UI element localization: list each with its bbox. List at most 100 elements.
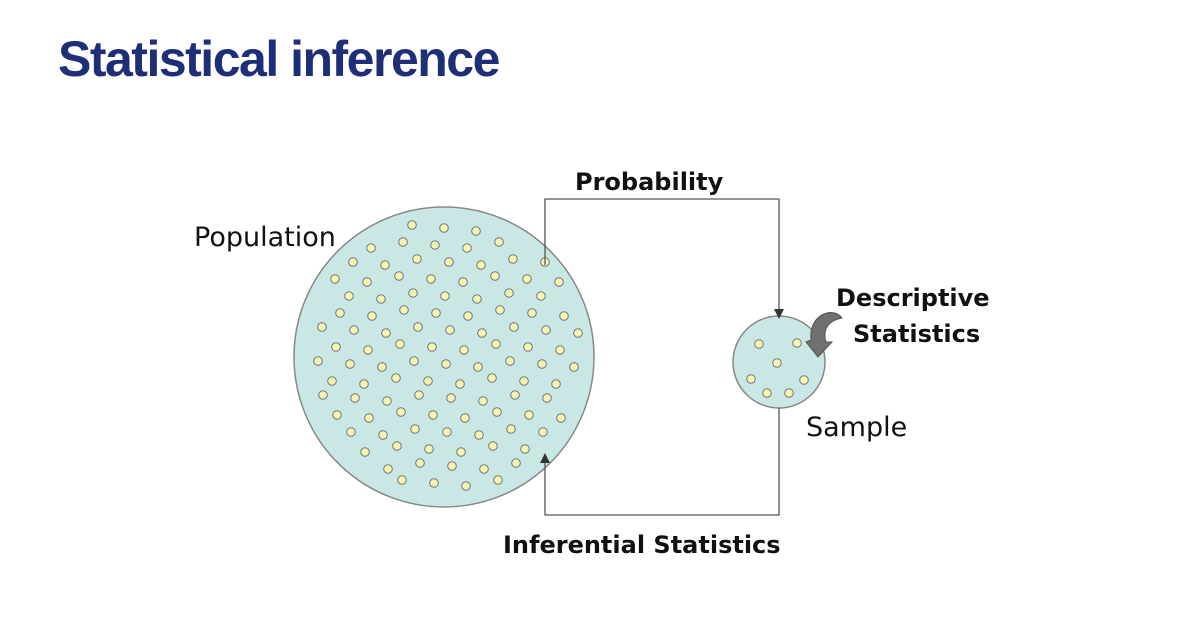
population-dot xyxy=(523,342,533,352)
population-dot xyxy=(442,427,452,437)
population-dot xyxy=(394,271,404,281)
population-dot xyxy=(367,311,377,321)
population-dot xyxy=(479,464,489,474)
population-dot xyxy=(522,274,532,284)
population-dot xyxy=(573,328,583,338)
population-dot xyxy=(344,291,354,301)
population-dot xyxy=(492,407,502,417)
population-dot xyxy=(332,410,342,420)
population-dot xyxy=(346,427,356,437)
population-dot xyxy=(506,424,516,434)
population-dot xyxy=(362,277,372,287)
population-dot xyxy=(439,223,449,233)
population-dot xyxy=(487,373,497,383)
probability-label: Probability xyxy=(575,168,724,196)
sample-dot xyxy=(799,375,809,385)
population-dot xyxy=(477,328,487,338)
sample-dot xyxy=(784,388,794,398)
population-dot xyxy=(349,325,359,335)
population-dot xyxy=(441,359,451,369)
sample-dot xyxy=(772,358,782,368)
population-dot xyxy=(317,322,327,332)
population-dot xyxy=(474,430,484,440)
population-dot xyxy=(511,458,521,468)
population-dot xyxy=(327,376,337,386)
population-dot xyxy=(335,308,345,318)
population-dot xyxy=(495,305,505,315)
population-dot xyxy=(364,413,374,423)
population-dot xyxy=(527,308,537,318)
population-dot xyxy=(366,243,376,253)
population-dot xyxy=(505,356,515,366)
population-dot xyxy=(424,444,434,454)
population-dot xyxy=(458,277,468,287)
population-dot xyxy=(460,413,470,423)
population-dots xyxy=(313,220,583,491)
population-dot xyxy=(391,373,401,383)
descriptive-label-line2: Statistics xyxy=(853,320,980,348)
population-dot xyxy=(383,464,393,474)
sample-label: Sample xyxy=(806,412,907,443)
population-dot xyxy=(331,342,341,352)
population-dot xyxy=(490,271,500,281)
population-dot xyxy=(382,396,392,406)
population-dot xyxy=(396,407,406,417)
population-dot xyxy=(440,291,450,301)
population-dot xyxy=(378,430,388,440)
population-dot xyxy=(463,311,473,321)
population-dot xyxy=(413,322,423,332)
population-dot xyxy=(395,339,405,349)
population-dot xyxy=(363,345,373,355)
population-dot xyxy=(359,379,369,389)
population-dot xyxy=(409,356,419,366)
population-label: Population xyxy=(194,222,336,253)
population-dot xyxy=(430,240,440,250)
population-dot xyxy=(431,308,441,318)
population-dot xyxy=(380,260,390,270)
population-dot xyxy=(488,441,498,451)
inferential-statistics-label: Inferential Statistics xyxy=(503,531,781,559)
population-dot xyxy=(456,447,466,457)
population-dot xyxy=(508,254,518,264)
population-dot xyxy=(392,441,402,451)
population-dot xyxy=(377,362,387,372)
population-dot xyxy=(541,325,551,335)
descriptive-curl-arrow xyxy=(805,312,843,358)
population-dot xyxy=(538,427,548,437)
population-dot xyxy=(519,376,529,386)
population-dot xyxy=(414,390,424,400)
population-dot xyxy=(429,478,439,488)
population-dot xyxy=(520,444,530,454)
population-dot xyxy=(493,475,503,485)
population-dot xyxy=(478,396,488,406)
population-dot xyxy=(504,288,514,298)
population-dot xyxy=(415,458,425,468)
population-dot xyxy=(536,291,546,301)
sample-dot xyxy=(746,374,756,384)
population-dot xyxy=(381,328,391,338)
population-dot xyxy=(444,257,454,267)
sample-dot xyxy=(754,339,764,349)
inferential-connector xyxy=(544,408,780,516)
population-dot xyxy=(397,475,407,485)
population-dot xyxy=(360,447,370,457)
population-dot xyxy=(491,339,501,349)
population-dot xyxy=(330,274,340,284)
population-dot xyxy=(542,393,552,403)
population-dot xyxy=(423,376,433,386)
descriptive-label-line1: Descriptive xyxy=(836,284,990,312)
population-dot xyxy=(350,393,360,403)
population-dot xyxy=(554,277,564,287)
population-dot xyxy=(569,362,579,372)
population-dot xyxy=(345,359,355,369)
population-dot xyxy=(462,243,472,253)
population-dot xyxy=(471,226,481,236)
population-dot xyxy=(524,410,534,420)
population-dot xyxy=(509,322,519,332)
population-dot xyxy=(473,362,483,372)
population-dot xyxy=(461,481,471,491)
sample-dots xyxy=(746,338,809,398)
population-dot xyxy=(537,359,547,369)
population-dot xyxy=(447,461,457,471)
